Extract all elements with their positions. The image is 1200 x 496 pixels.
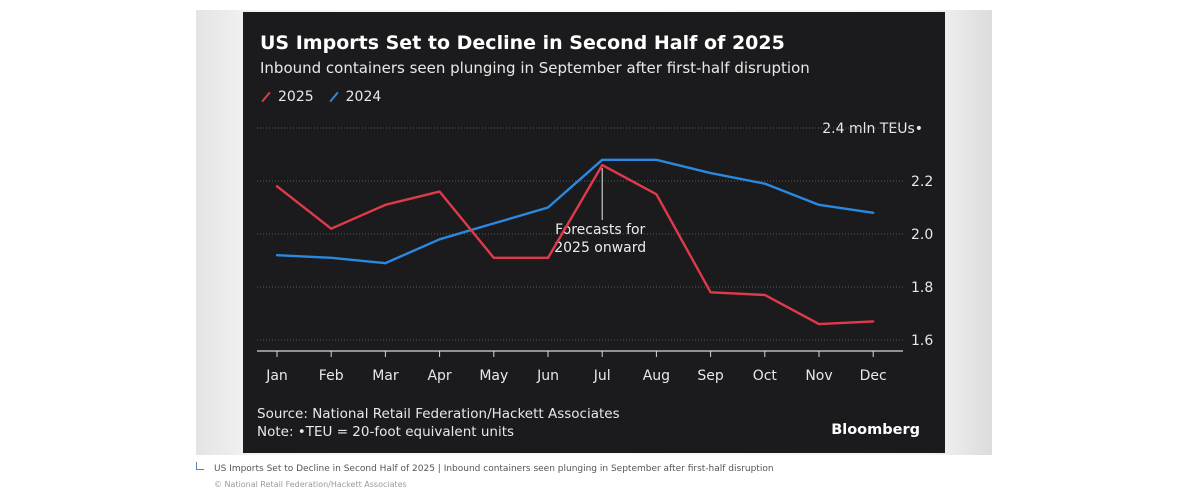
legend-item-2024: 2024	[328, 89, 382, 105]
x-tick-label: Dec	[860, 368, 887, 384]
series-line-2024	[275, 158, 875, 265]
x-tick-label: Mar	[372, 368, 399, 384]
figure-caption: US Imports Set to Decline in Second Half…	[196, 462, 774, 474]
x-tick-label: May	[479, 368, 508, 384]
series-line-2025	[275, 163, 875, 326]
annotation-text: 2025 onward	[554, 240, 646, 256]
x-tick-label: Jun	[536, 368, 559, 384]
y-tick-label: 2.2	[911, 174, 933, 190]
x-tick-label: Aug	[643, 368, 670, 384]
chart-card: US Imports Set to Decline in Second Half…	[243, 12, 945, 453]
x-tick-label: Feb	[319, 368, 344, 384]
chart-source: Source: National Retail Federation/Hacke…	[257, 406, 620, 422]
legend-label-2024: 2024	[345, 89, 382, 105]
figure-credit: © National Retail Federation/Hackett Ass…	[214, 480, 407, 489]
chart-subtitle: Inbound containers seen plunging in Sept…	[260, 59, 810, 77]
legend-item-2025: 2025	[260, 89, 314, 105]
chart-legend: 2025 2024	[260, 89, 381, 105]
x-tick-label: Sep	[697, 368, 724, 384]
x-tick-label: Oct	[753, 368, 778, 384]
line-chart: 2.4 mln TEUs• 1.6 1.8 2.0 2.2 Jan Feb Mar Apr May…	[257, 121, 933, 384]
x-tick-label: Apr	[427, 368, 451, 384]
y-tick-label: 2.0	[911, 227, 933, 243]
y-axis-unit-label: 2.4 mln TEUs•	[822, 121, 923, 137]
bloomberg-logo: Bloomberg	[831, 422, 920, 438]
y-tick-label: 1.6	[911, 333, 933, 349]
caption-corner-icon	[196, 462, 204, 470]
annotation-text: Forecasts for	[555, 222, 645, 238]
x-tick-label: Nov	[805, 368, 832, 384]
x-tick-label: Jan	[265, 368, 288, 384]
chart-title: US Imports Set to Decline in Second Half…	[260, 32, 785, 54]
chart-note: Note: •TEU = 20-foot equivalent units	[257, 424, 515, 440]
x-tick-label: Jul	[593, 368, 611, 384]
y-tick-label: 1.8	[911, 280, 933, 296]
legend-label-2025: 2025	[278, 89, 314, 105]
caption-text: US Imports Set to Decline in Second Half…	[214, 464, 774, 474]
